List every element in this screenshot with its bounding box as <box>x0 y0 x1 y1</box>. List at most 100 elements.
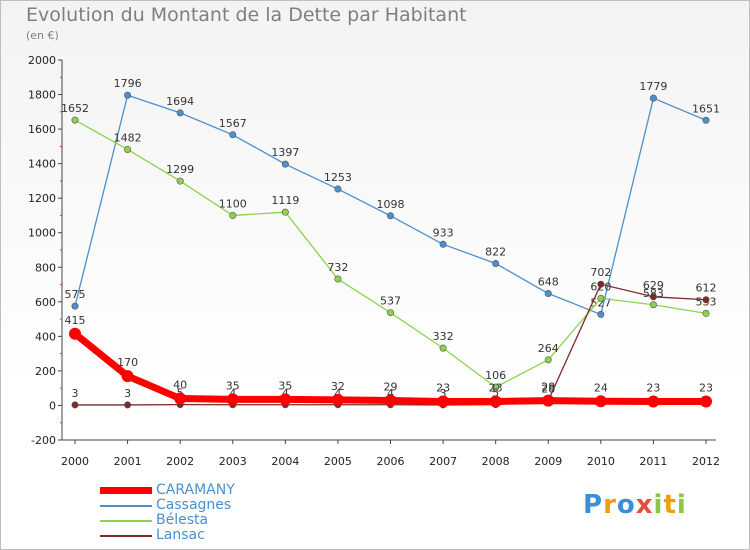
data-point <box>437 395 450 408</box>
data-point <box>647 395 660 408</box>
data-label: 933 <box>433 226 454 239</box>
data-point <box>229 211 237 219</box>
x-tick-label: 2012 <box>692 455 720 468</box>
data-point <box>174 392 187 405</box>
data-label: 23 <box>489 381 503 394</box>
chart-title: Evolution du Montant de la Dette par Hab… <box>26 4 467 26</box>
data-point <box>386 212 394 220</box>
series-line-bélesta <box>74 119 707 388</box>
data-point <box>489 395 502 408</box>
data-point <box>334 185 342 193</box>
data-label: 24 <box>594 381 608 394</box>
x-tick-label: 2002 <box>166 455 194 468</box>
data-point <box>542 394 555 407</box>
data-label: 1651 <box>692 102 720 115</box>
legend-item-caramany: CARAMANY <box>100 483 235 498</box>
data-label: 1779 <box>639 80 667 93</box>
data-point <box>71 302 79 310</box>
chart-legend: CARAMANY Cassagnes Bélesta Lansac <box>100 483 235 543</box>
data-label: 1694 <box>166 95 194 108</box>
x-tick-label: 2011 <box>639 455 667 468</box>
data-point <box>594 395 607 408</box>
data-label: 702 <box>590 266 611 279</box>
data-point <box>281 208 289 216</box>
legend-swatch-cassagnes <box>100 504 152 507</box>
y-tick-label: 1200 <box>28 192 56 205</box>
data-point <box>124 145 132 153</box>
data-label: 1567 <box>219 117 247 130</box>
x-tick-label: 2008 <box>482 455 510 468</box>
data-label: 537 <box>380 295 401 308</box>
data-point <box>384 394 397 407</box>
x-tick-label: 2004 <box>271 455 299 468</box>
data-point <box>229 131 237 139</box>
data-label: 332 <box>433 330 454 343</box>
data-label: 1100 <box>219 197 247 210</box>
data-label: 1397 <box>271 146 299 159</box>
data-point <box>597 310 605 318</box>
x-tick-label: 2003 <box>219 455 247 468</box>
data-label: 732 <box>327 261 348 274</box>
legend-label-caramany: CARAMANY <box>156 482 235 498</box>
y-tick-label: 1600 <box>28 123 56 136</box>
legend-label-belesta: Bélesta <box>156 512 209 528</box>
data-point <box>492 383 500 391</box>
data-point <box>124 91 132 99</box>
data-label: 29 <box>384 380 398 393</box>
y-tick-label: 600 <box>35 296 56 309</box>
data-label: 32 <box>331 380 345 393</box>
chart-subtitle: (en €) <box>26 29 59 42</box>
y-tick-label: 200 <box>35 365 56 378</box>
data-point <box>331 393 344 406</box>
data-point <box>124 401 132 409</box>
data-label: 35 <box>226 379 240 392</box>
data-label: 4 <box>387 387 394 400</box>
data-label: 3 <box>72 387 79 400</box>
data-label: 264 <box>538 342 559 355</box>
y-tick-label: 1800 <box>28 89 56 102</box>
data-label: 1119 <box>271 194 299 207</box>
data-label: 28 <box>541 383 555 396</box>
legend-item-lansac: Lansac <box>100 528 235 543</box>
data-label: 23 <box>699 381 713 394</box>
data-label: 4 <box>334 387 341 400</box>
logo-letter: t <box>663 490 677 520</box>
data-point <box>439 240 447 248</box>
data-label: 40 <box>173 379 187 392</box>
x-tick-label: 2006 <box>377 455 405 468</box>
x-tick-label: 2009 <box>534 455 562 468</box>
x-tick-label: 2000 <box>61 455 89 468</box>
data-label: 629 <box>643 279 664 292</box>
x-tick-label: 2007 <box>429 455 457 468</box>
logo-letter: i <box>676 490 687 520</box>
data-point <box>700 395 712 408</box>
legend-swatch-caramany <box>100 487 152 494</box>
data-label: 4 <box>282 387 289 400</box>
data-point <box>597 280 605 288</box>
data-label: 3 <box>440 387 447 400</box>
data-label: 1652 <box>61 102 89 115</box>
logo-letter: P <box>583 490 604 520</box>
data-label: 1253 <box>324 171 352 184</box>
y-tick-label: 0 <box>49 399 56 412</box>
x-tick-label: 2001 <box>114 455 142 468</box>
legend-label-lansac: Lansac <box>156 527 205 543</box>
data-point <box>492 259 500 267</box>
data-point <box>334 275 342 283</box>
data-point <box>281 160 289 168</box>
y-tick-label: -200 <box>31 434 56 447</box>
data-label: 1796 <box>114 77 142 90</box>
data-label: 35 <box>278 379 292 392</box>
data-point <box>176 177 184 185</box>
data-point <box>71 116 79 124</box>
data-label: 170 <box>117 356 138 369</box>
logo-letter: x <box>635 490 654 520</box>
data-label: 822 <box>485 245 506 258</box>
data-label: 612 <box>696 282 717 295</box>
legend-item-cassagnes: Cassagnes <box>100 498 235 513</box>
data-point <box>544 356 552 364</box>
data-point <box>597 294 605 302</box>
data-point <box>649 293 657 301</box>
